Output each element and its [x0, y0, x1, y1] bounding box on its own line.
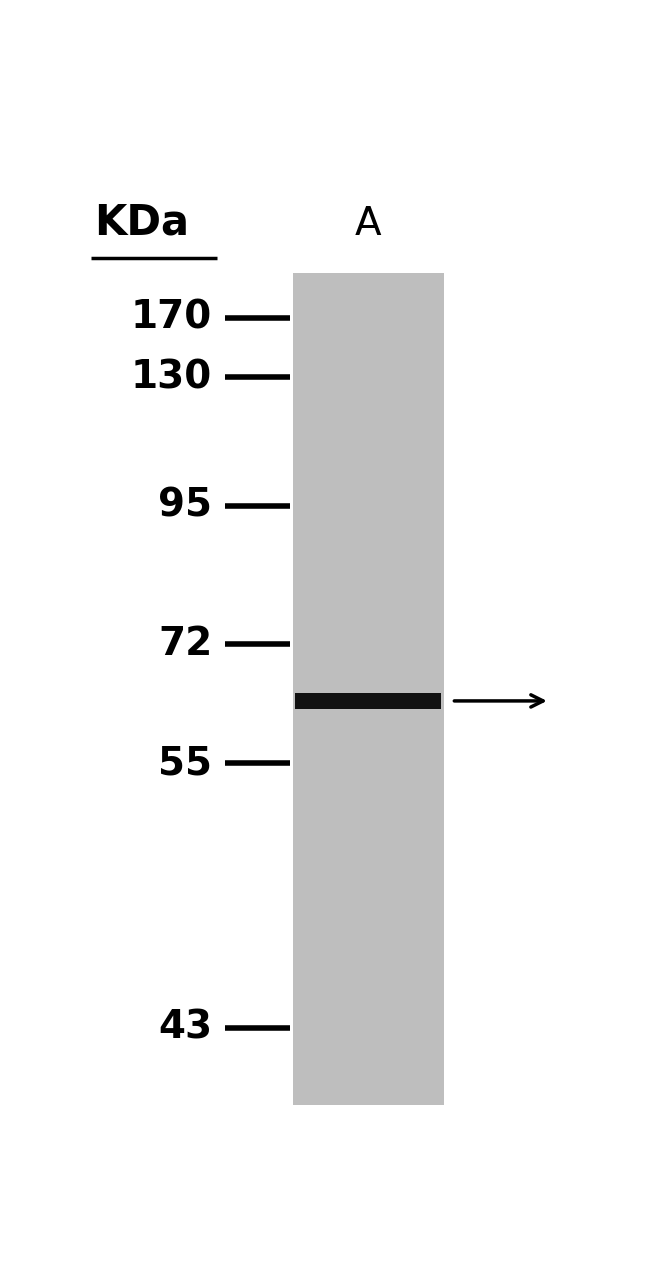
Text: 130: 130 [131, 358, 212, 396]
Bar [295, 693, 441, 709]
Bar [292, 273, 444, 1105]
Text: 43: 43 [158, 1008, 212, 1047]
Text: KDa: KDa [94, 202, 189, 243]
Text: 95: 95 [158, 487, 212, 525]
Text: 170: 170 [131, 298, 212, 337]
Text: 72: 72 [158, 625, 212, 664]
Text: A: A [355, 206, 382, 243]
Text: 55: 55 [158, 745, 212, 782]
